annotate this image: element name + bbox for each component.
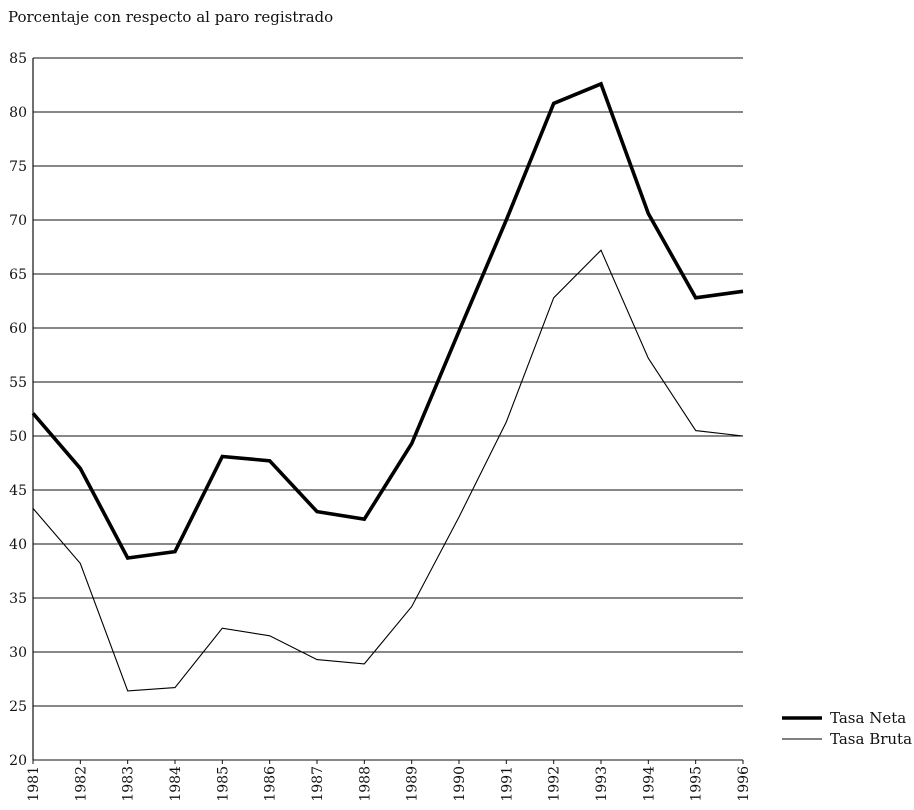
x-tick-label: 1982 bbox=[73, 766, 89, 802]
x-tick-label: 1992 bbox=[547, 766, 563, 802]
y-tick-label: 45 bbox=[9, 483, 27, 499]
x-tick-label: 1988 bbox=[357, 766, 373, 802]
x-tick-label: 1993 bbox=[594, 766, 610, 802]
y-tick-label: 40 bbox=[9, 537, 27, 553]
x-tick-label: 1991 bbox=[499, 766, 515, 802]
x-tick-label: 1984 bbox=[168, 766, 184, 802]
y-tick-label: 25 bbox=[9, 699, 27, 715]
legend: Tasa Neta Tasa Bruta bbox=[782, 709, 912, 748]
x-tick-label: 1985 bbox=[215, 766, 231, 802]
y-tick-label: 20 bbox=[9, 753, 27, 769]
x-tick-label: 1981 bbox=[26, 766, 42, 802]
x-tick-label: 1983 bbox=[121, 766, 137, 802]
y-tick-label: 65 bbox=[9, 267, 27, 283]
y-tick-label: 55 bbox=[9, 375, 27, 391]
y-tick-label: 60 bbox=[9, 321, 27, 337]
y-tick-label: 85 bbox=[9, 51, 27, 67]
axes bbox=[32, 58, 744, 764]
x-tick-label: 1996 bbox=[736, 766, 752, 802]
x-tick-label: 1994 bbox=[641, 766, 657, 802]
series-lines bbox=[31, 81, 744, 692]
x-tick-labels: 1981 1982 1983 1984 1985 1986 1987 1988 1989 1990… bbox=[26, 766, 752, 802]
y-tick-label: 75 bbox=[9, 159, 27, 175]
y-tick-label: 80 bbox=[9, 105, 27, 121]
y-tick-label: 30 bbox=[9, 645, 27, 661]
gridlines bbox=[33, 57, 743, 761]
x-tick-label: 1990 bbox=[452, 766, 468, 802]
legend-label: Tasa Neta bbox=[830, 709, 906, 727]
legend-label: Tasa Bruta bbox=[830, 730, 912, 748]
y-tick-label: 70 bbox=[9, 213, 27, 229]
x-tick-label: 1986 bbox=[263, 766, 279, 802]
chart-title: Porcentaje con respecto al paro registra… bbox=[8, 8, 333, 26]
y-tick-label: 35 bbox=[9, 591, 27, 607]
y-tick-labels: 20 25 30 35 40 45 50 55 60 65 70 75 80 85 bbox=[9, 51, 27, 769]
y-tick-label: 50 bbox=[9, 429, 27, 445]
x-tick-label: 1995 bbox=[689, 766, 705, 802]
series-line-tasa-bruta bbox=[32, 249, 744, 692]
series-line-tasa-neta bbox=[31, 81, 744, 560]
x-tick-label: 1987 bbox=[310, 766, 326, 802]
x-tick-label: 1989 bbox=[405, 766, 421, 802]
